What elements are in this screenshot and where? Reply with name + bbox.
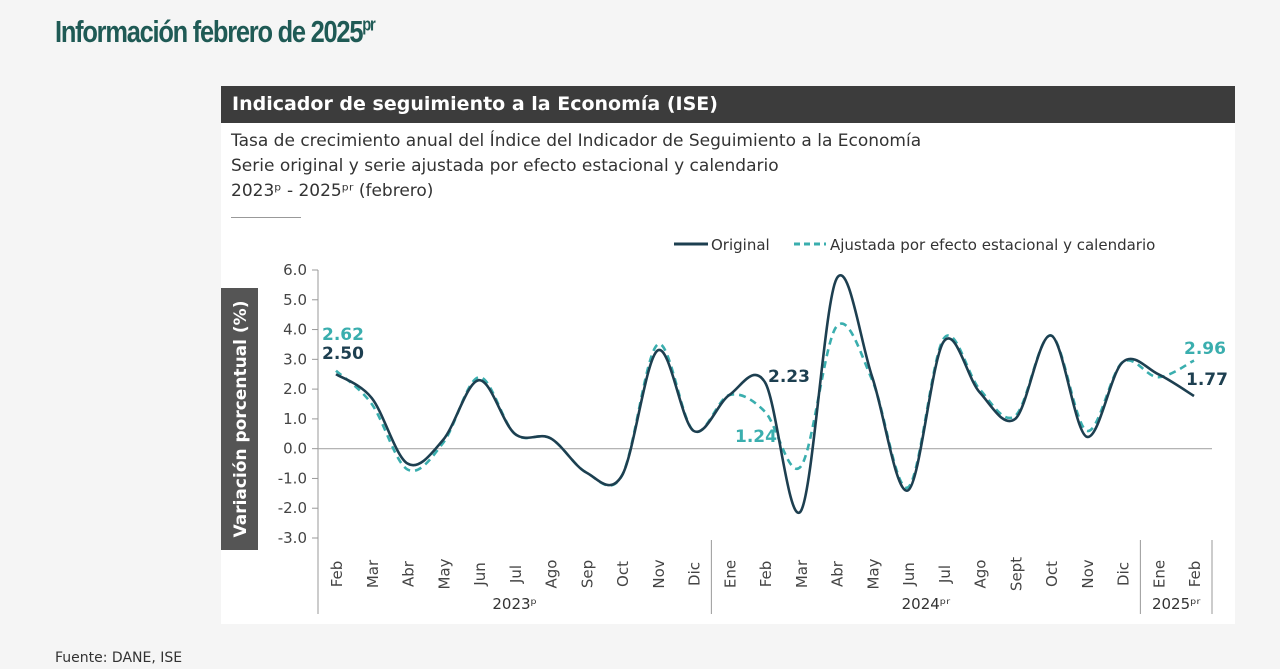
x-tick-label: Mar <box>793 559 811 588</box>
x-tick-label: Feb <box>328 561 346 588</box>
legend-label-original: Original <box>711 236 770 254</box>
legend-label-ajustada: Ajustada por efecto estacional y calenda… <box>830 236 1155 254</box>
data-label: 1.77 <box>1186 370 1228 390</box>
page-title: Información febrero de 2025pr <box>55 14 376 50</box>
data-label: 2.50 <box>322 344 364 364</box>
x-tick-label: Sept <box>1007 557 1025 591</box>
y-tick-label: 3.0 <box>283 350 307 368</box>
y-tick-label: 0.0 <box>283 440 307 458</box>
x-tick-label: Abr <box>829 560 847 587</box>
y-tick-label: 6.0 <box>283 261 307 279</box>
x-tick-label: Nov <box>650 559 668 588</box>
data-label: 1.24 <box>735 427 777 447</box>
x-tick-label: Ene <box>721 560 739 588</box>
x-tick-label: Feb <box>757 561 775 588</box>
y-tick-label: -1.0 <box>278 469 307 487</box>
y-tick-label: -2.0 <box>278 499 307 517</box>
y-axis-label-box <box>221 288 258 550</box>
x-tick-label: Oct <box>1043 561 1061 587</box>
y-axis-label: Variación porcentual (%) <box>231 301 251 538</box>
series-line-original <box>335 274 1195 515</box>
x-tick-label: Jun <box>471 562 489 586</box>
data-label: 2.96 <box>1184 339 1226 359</box>
x-tick-label: Oct <box>614 561 632 587</box>
y-tick-label: 4.0 <box>283 321 307 339</box>
x-tick-label: Ago <box>972 560 990 589</box>
chart-subtitle-3: 2023ᵖ - 2025ᵖʳ (febrero) <box>231 181 434 201</box>
year-group-label: 2023ᵖ <box>492 595 537 613</box>
chart-subtitle-2: Serie original y serie ajustada por efec… <box>231 156 779 176</box>
y-tick-label: -3.0 <box>278 529 307 547</box>
x-tick-label: May <box>435 558 453 589</box>
page-title-text: Información febrero de 2025 <box>55 14 363 49</box>
x-tick-label: Jul <box>507 565 525 584</box>
year-group-label: 2024ᵖʳ <box>902 595 951 613</box>
chart-card: Indicador de seguimiento a la Economía (… <box>221 86 1235 624</box>
x-tick-label: Dic <box>686 562 704 586</box>
x-tick-label: May <box>864 558 882 589</box>
series-line-ajustada <box>335 322 1195 489</box>
x-tick-label: Mar <box>364 559 382 588</box>
x-tick-label: Dic <box>1115 562 1133 586</box>
data-label: 2.23 <box>768 367 810 387</box>
x-tick-label: Ago <box>543 560 561 589</box>
source-note: Fuente: DANE, ISE <box>55 650 183 666</box>
x-tick-label: Jul <box>936 565 954 584</box>
x-tick-label: Feb <box>1186 561 1204 588</box>
data-label: 2.62 <box>322 325 364 345</box>
x-tick-label: Abr <box>400 560 418 587</box>
page-title-sup: pr <box>362 14 376 35</box>
divider <box>231 217 301 218</box>
year-group-label: 2025ᵖʳ <box>1152 595 1201 613</box>
x-tick-label: Nov <box>1079 559 1097 588</box>
x-tick-label: Ene <box>1150 560 1168 588</box>
x-tick-label: Sep <box>578 560 596 588</box>
y-tick-label: 5.0 <box>283 291 307 309</box>
y-tick-label: 2.0 <box>283 380 307 398</box>
x-tick-label: Jun <box>900 562 918 586</box>
y-tick-label: 1.0 <box>283 410 307 428</box>
chart-subtitle-1: Tasa de crecimiento anual del Índice del… <box>231 131 922 151</box>
card-header: Indicador de seguimiento a la Economía (… <box>221 86 1235 123</box>
